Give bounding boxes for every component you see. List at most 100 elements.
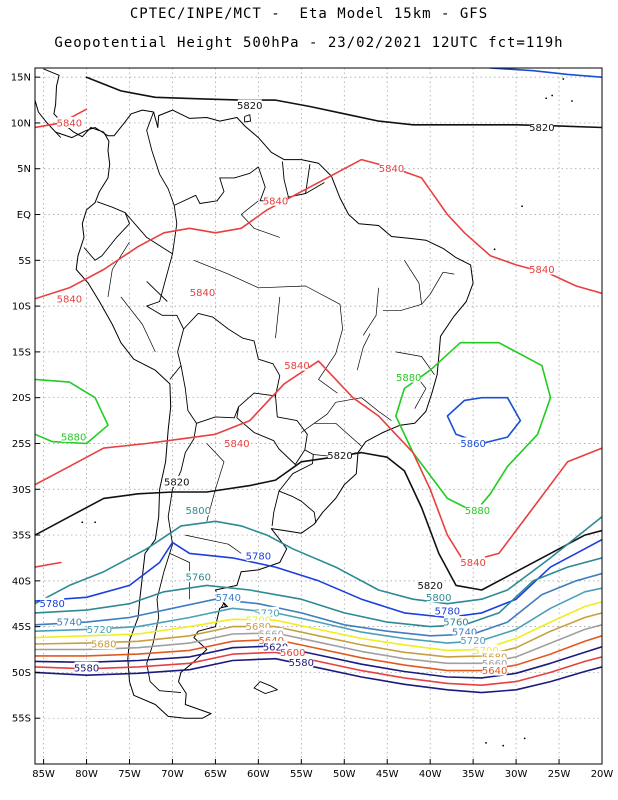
island-dot — [551, 94, 554, 97]
contour-5880 — [35, 378, 109, 445]
lat-tick-label: 45S — [12, 622, 31, 633]
island-dot — [523, 737, 526, 740]
contour-label-bg — [285, 359, 310, 371]
contour-5840 — [35, 158, 602, 300]
lat-tick-label: 55S — [12, 714, 31, 725]
contour-label-bg — [435, 605, 460, 617]
island-dot — [502, 744, 505, 747]
contour-label-bg — [237, 99, 262, 111]
contour-label-5820: 5820 — [529, 123, 554, 134]
lat-tick-label: 40S — [12, 576, 31, 587]
state-border — [421, 271, 455, 305]
state-border — [362, 287, 379, 336]
lon-tick-label: 30W — [505, 769, 528, 780]
lat-tick-label: 15N — [11, 73, 31, 84]
country-border — [172, 166, 259, 254]
contour-label-5740: 5740 — [216, 593, 241, 604]
contour-5840 — [35, 360, 602, 564]
contour-label-5880: 5880 — [61, 433, 86, 444]
contour-5880 — [395, 341, 552, 513]
contour-5860 — [489, 68, 602, 78]
state-border — [240, 200, 280, 238]
contour-label-bg — [263, 194, 288, 206]
island — [253, 681, 279, 694]
contour-label-5860: 5860 — [460, 439, 485, 450]
state-border — [356, 333, 371, 371]
lon-tick-label: 80W — [75, 769, 98, 780]
contour-label-5820: 5820 — [164, 477, 189, 488]
contour-label-5840: 5840 — [460, 558, 485, 569]
contour-label-bg — [61, 431, 86, 443]
contour-label-bg — [379, 162, 404, 174]
contour-label-5880: 5880 — [465, 506, 490, 517]
contour-label-5840: 5840 — [224, 439, 249, 450]
state-border — [193, 259, 259, 289]
plot-frame — [34, 67, 603, 765]
country-border — [55, 131, 62, 138]
contour-label-5780: 5780 — [435, 607, 460, 618]
contour-label-bg — [396, 371, 421, 383]
contour-5740 — [35, 572, 602, 637]
country-border — [83, 201, 130, 261]
lon-tick-label: 35W — [462, 769, 485, 780]
island-dot — [94, 521, 97, 524]
state-border — [107, 241, 130, 297]
contour-label-5760: 5760 — [186, 573, 211, 584]
axis-ticks: 15N 10N 5N EQ 5S 10S 15S 20S 25S 30S 35S 40S 45S 50S 5… — [11, 73, 614, 780]
map-title-line-2: Geopotential Height 500hPa - 23/02/2021 … — [54, 35, 564, 51]
contour-label-bg — [452, 626, 477, 638]
contour-label-5640: 5640 — [482, 666, 507, 677]
contour-label-bg — [254, 606, 279, 618]
contour-label-bg — [57, 616, 82, 628]
contour-label-5820: 5820 — [327, 451, 352, 462]
contour-5600 — [35, 651, 602, 686]
contour-label-5840: 5840 — [284, 361, 309, 372]
lon-tick-label: 25W — [548, 769, 571, 780]
contour-label-5780: 5780 — [39, 599, 64, 610]
contour-label-5760: 5760 — [443, 618, 468, 629]
contour-label-bg — [186, 571, 211, 583]
lat-tick-label: 5S — [18, 256, 31, 267]
contour-label-bg — [87, 623, 112, 635]
island-dot — [571, 100, 573, 102]
contour-label-5580: 5580 — [74, 663, 99, 674]
contour-label-5840: 5840 — [57, 118, 82, 129]
lat-tick-label: 25S — [12, 439, 31, 450]
lat-tick-label: 30S — [12, 485, 31, 496]
state-border — [318, 304, 343, 394]
contour-label-5820: 5820 — [237, 101, 262, 112]
contour-label-bg — [190, 286, 215, 298]
country-border — [281, 161, 289, 198]
island — [220, 602, 229, 608]
lon-tick-label: 55W — [290, 769, 313, 780]
contour-label-bg — [224, 437, 249, 449]
contour-label-bg — [164, 475, 189, 487]
country-border — [236, 395, 308, 465]
island-dot — [485, 742, 487, 744]
contour-label-bg — [482, 664, 507, 676]
island-dot — [493, 248, 496, 251]
contour-label-5740: 5740 — [57, 618, 82, 629]
contour-5820 — [35, 451, 602, 591]
contour-label-bg — [529, 263, 554, 275]
contour-5620 — [35, 645, 602, 679]
state-border — [395, 351, 435, 376]
contour-label-bg — [259, 634, 284, 646]
contour-5760 — [35, 557, 602, 628]
contour-label-bg — [216, 591, 241, 603]
contour-label-bg — [474, 644, 499, 656]
contour-label-bg — [461, 556, 486, 568]
lat-tick-label: EQ — [17, 210, 31, 221]
lat-tick-label: 15S — [12, 347, 31, 358]
state-border — [120, 296, 156, 353]
lon-tick-label: 45W — [376, 769, 399, 780]
lon-tick-label: 70W — [161, 769, 184, 780]
contour-label-5720: 5720 — [87, 625, 112, 636]
state-border — [185, 534, 242, 554]
lat-tick-label: 20S — [12, 393, 31, 404]
contour-label-bg — [91, 638, 116, 650]
contour-label-5840: 5840 — [190, 288, 215, 299]
contour-label-bg — [40, 597, 65, 609]
country-border — [183, 312, 281, 424]
